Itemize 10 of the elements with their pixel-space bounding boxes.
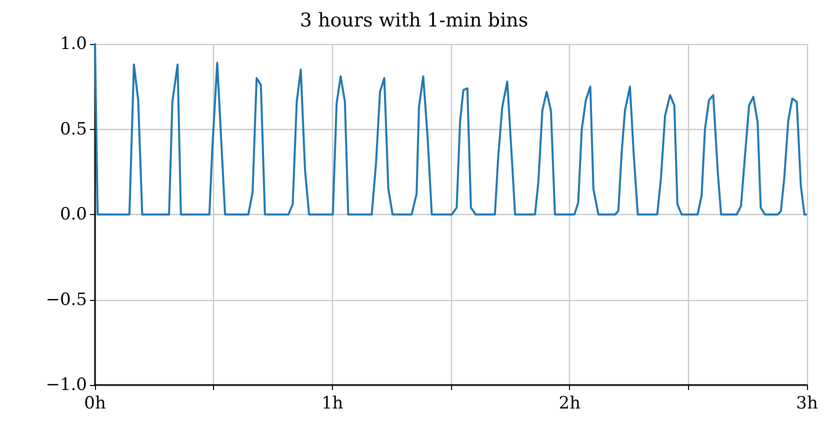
x-tick-label: 1h — [321, 394, 344, 414]
chart-title: 3 hours with 1-min bins — [300, 10, 528, 32]
y-tick-label: 1.0 — [60, 34, 87, 54]
x-tick-label: 0h — [84, 394, 106, 414]
x-tick-label: 3h — [796, 394, 818, 414]
y-tick-label: 0.5 — [60, 119, 87, 140]
x-tick-label: 2h — [558, 394, 581, 414]
y-tick-label: 0.0 — [60, 204, 87, 224]
y-tick-label: −0.5 — [46, 290, 87, 310]
y-tick-label: −1.0 — [46, 375, 87, 395]
